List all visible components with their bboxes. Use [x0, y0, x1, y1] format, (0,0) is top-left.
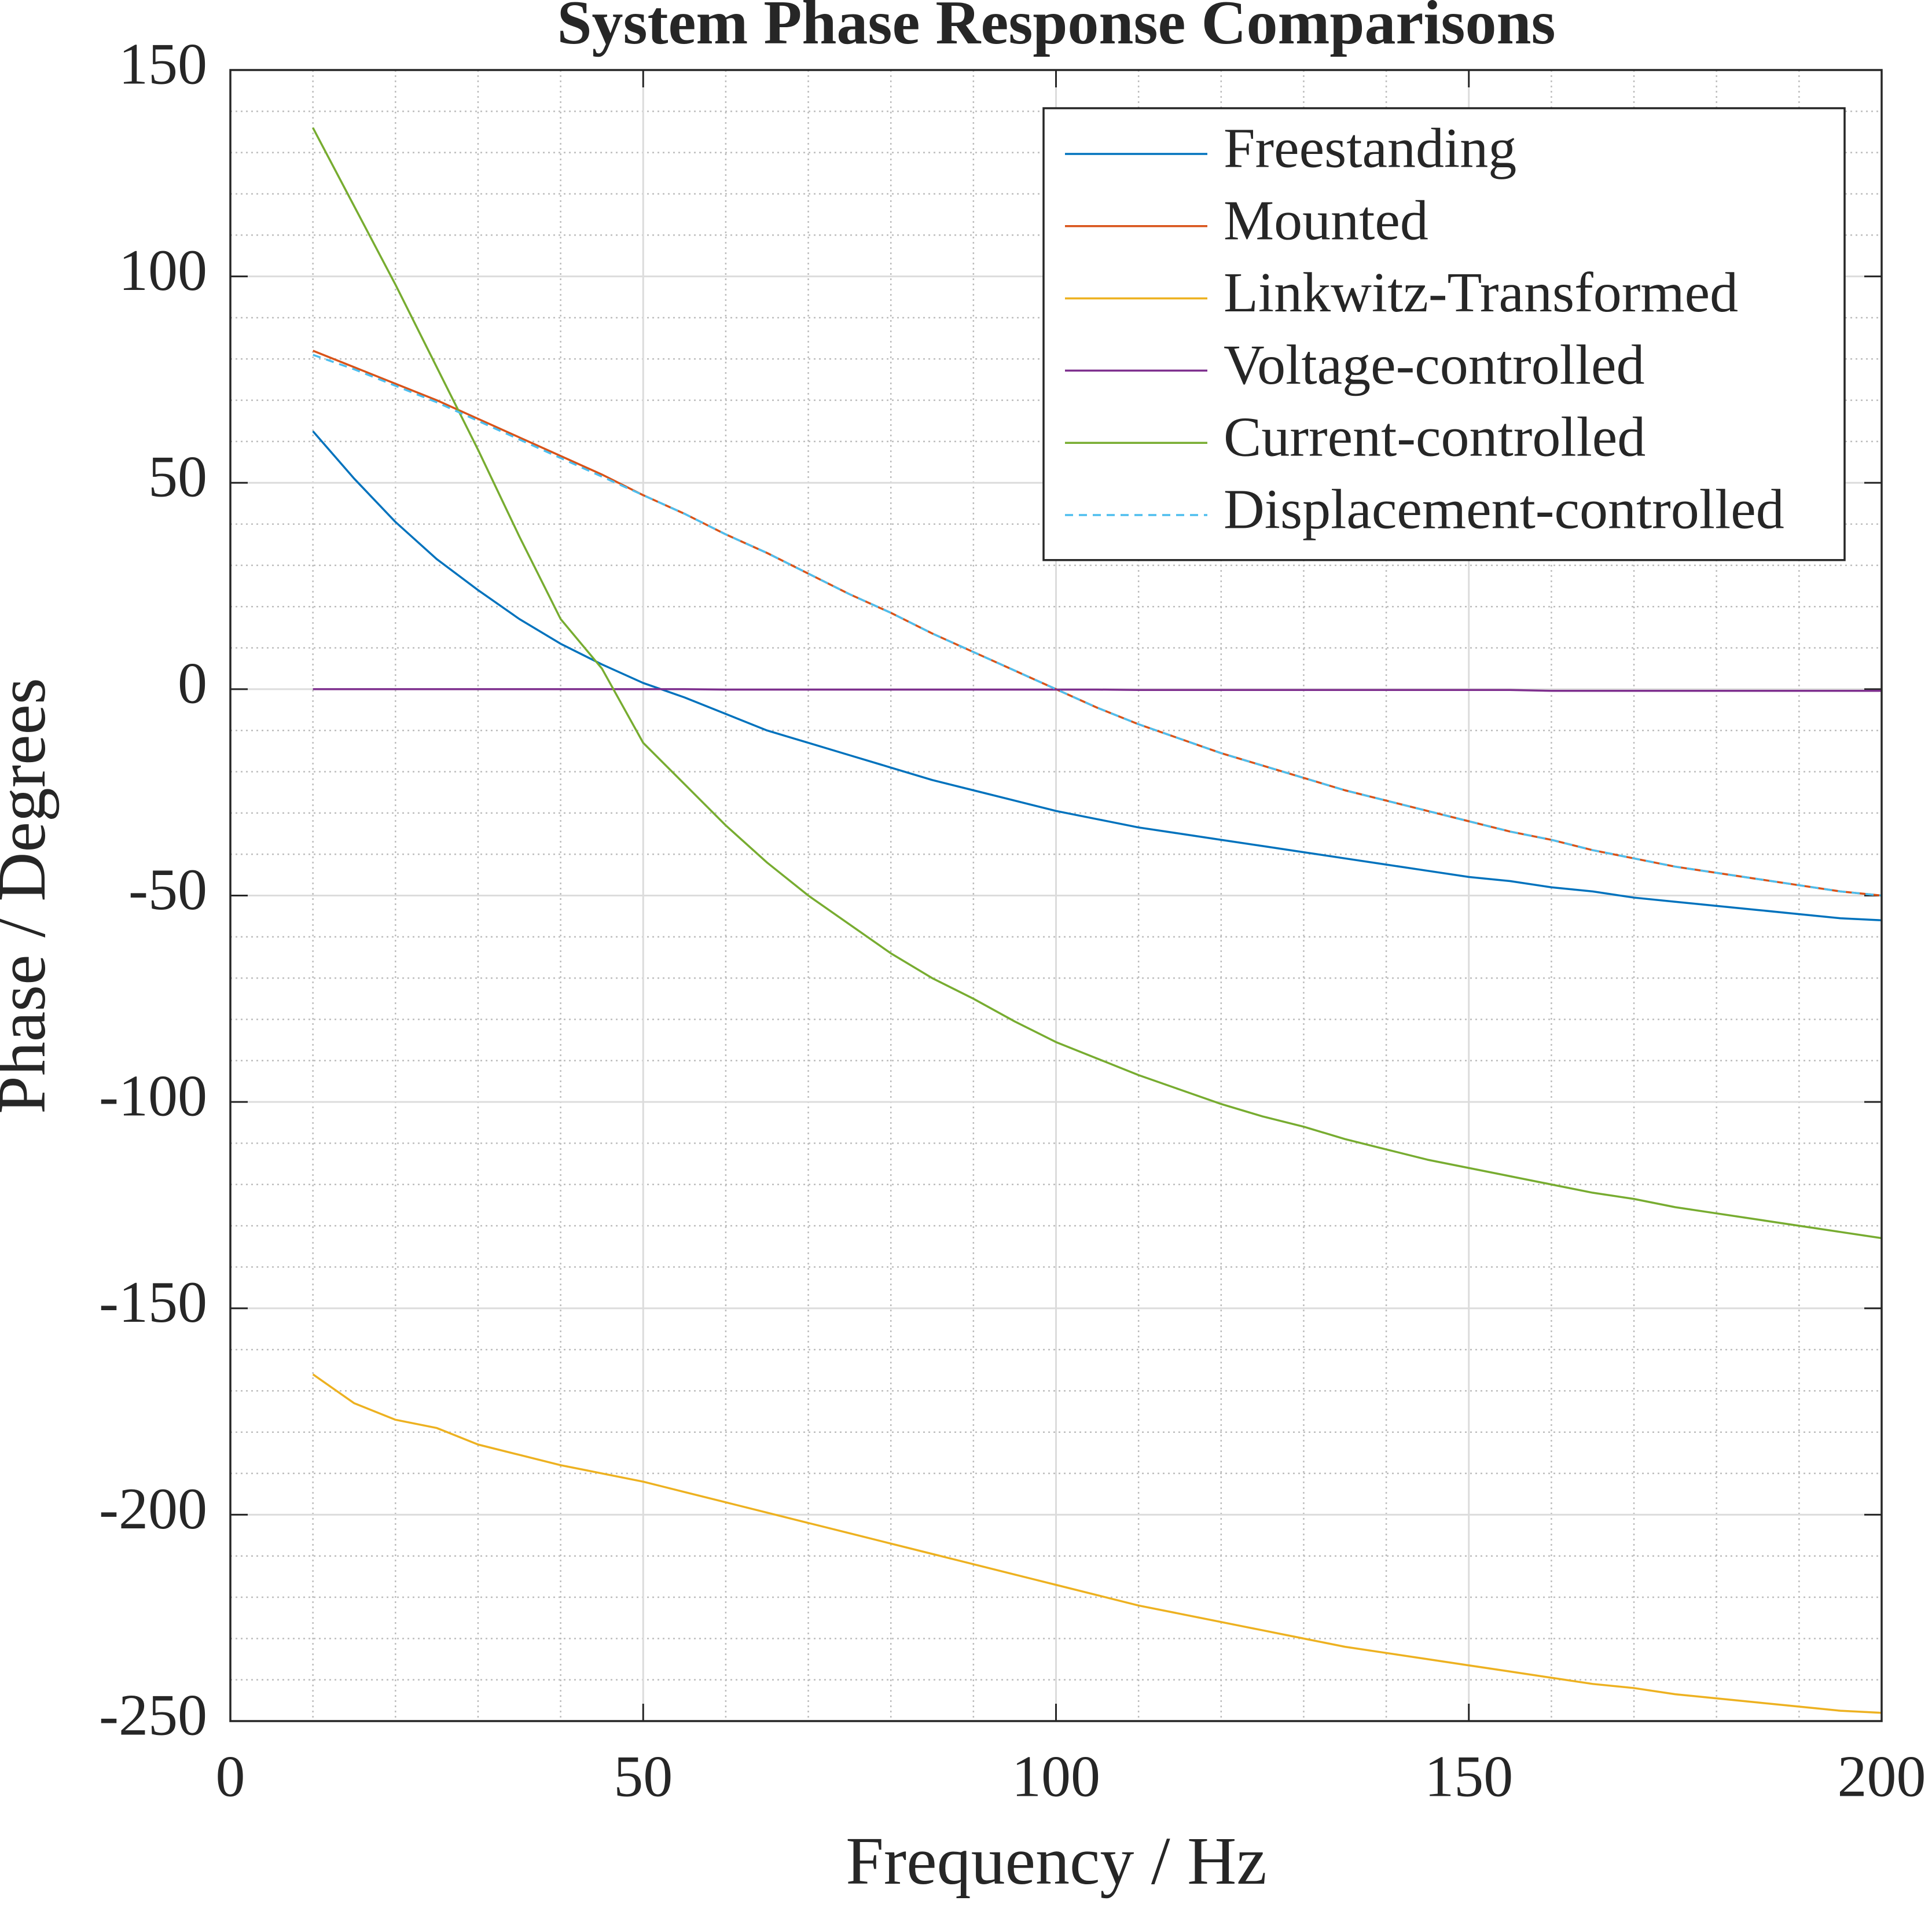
x-tick-label: 100 — [1012, 1744, 1100, 1809]
y-tick-label: -150 — [99, 1270, 207, 1335]
legend-label: Linkwitz-Transformed — [1224, 262, 1738, 324]
legend-label: Voltage-controlled — [1224, 334, 1645, 396]
x-tick-label: 50 — [614, 1744, 673, 1809]
y-tick-label: -250 — [99, 1682, 207, 1748]
legend-label: Displacement-controlled — [1224, 478, 1784, 541]
series-line — [312, 127, 1882, 1240]
legend-box — [1042, 107, 1846, 561]
plot-frame — [229, 69, 1883, 1722]
series-line — [313, 354, 1882, 897]
x-axis-label: Frequency / Hz — [846, 1823, 1266, 1899]
legend-label: Mounted — [1224, 189, 1428, 252]
x-tick-label: 200 — [1838, 1744, 1926, 1809]
x-tick-label: 150 — [1424, 1744, 1513, 1809]
series-line — [312, 1373, 1882, 1714]
legend-label: Freestanding — [1224, 117, 1516, 179]
y-tick-label: 0 — [178, 650, 207, 716]
y-axis-label: Phase / Degrees — [0, 678, 60, 1114]
y-tick-label: 100 — [119, 238, 207, 303]
chart-title: System Phase Response Comparisons — [557, 0, 1555, 57]
y-tick-label: 50 — [148, 444, 207, 510]
legend: Freestanding Mounted Linkwitz-Transformed V… — [1042, 107, 1846, 561]
series-line — [312, 430, 1882, 922]
x-tick-label: 0 — [216, 1744, 245, 1809]
y-tick-label: -100 — [99, 1064, 207, 1129]
y-tick-label: -200 — [99, 1476, 207, 1542]
series-line — [313, 688, 1882, 692]
y-tick-label: 150 — [119, 31, 207, 97]
y-tick-label: -50 — [128, 857, 207, 922]
legend-label: Current-controlled — [1224, 406, 1645, 469]
